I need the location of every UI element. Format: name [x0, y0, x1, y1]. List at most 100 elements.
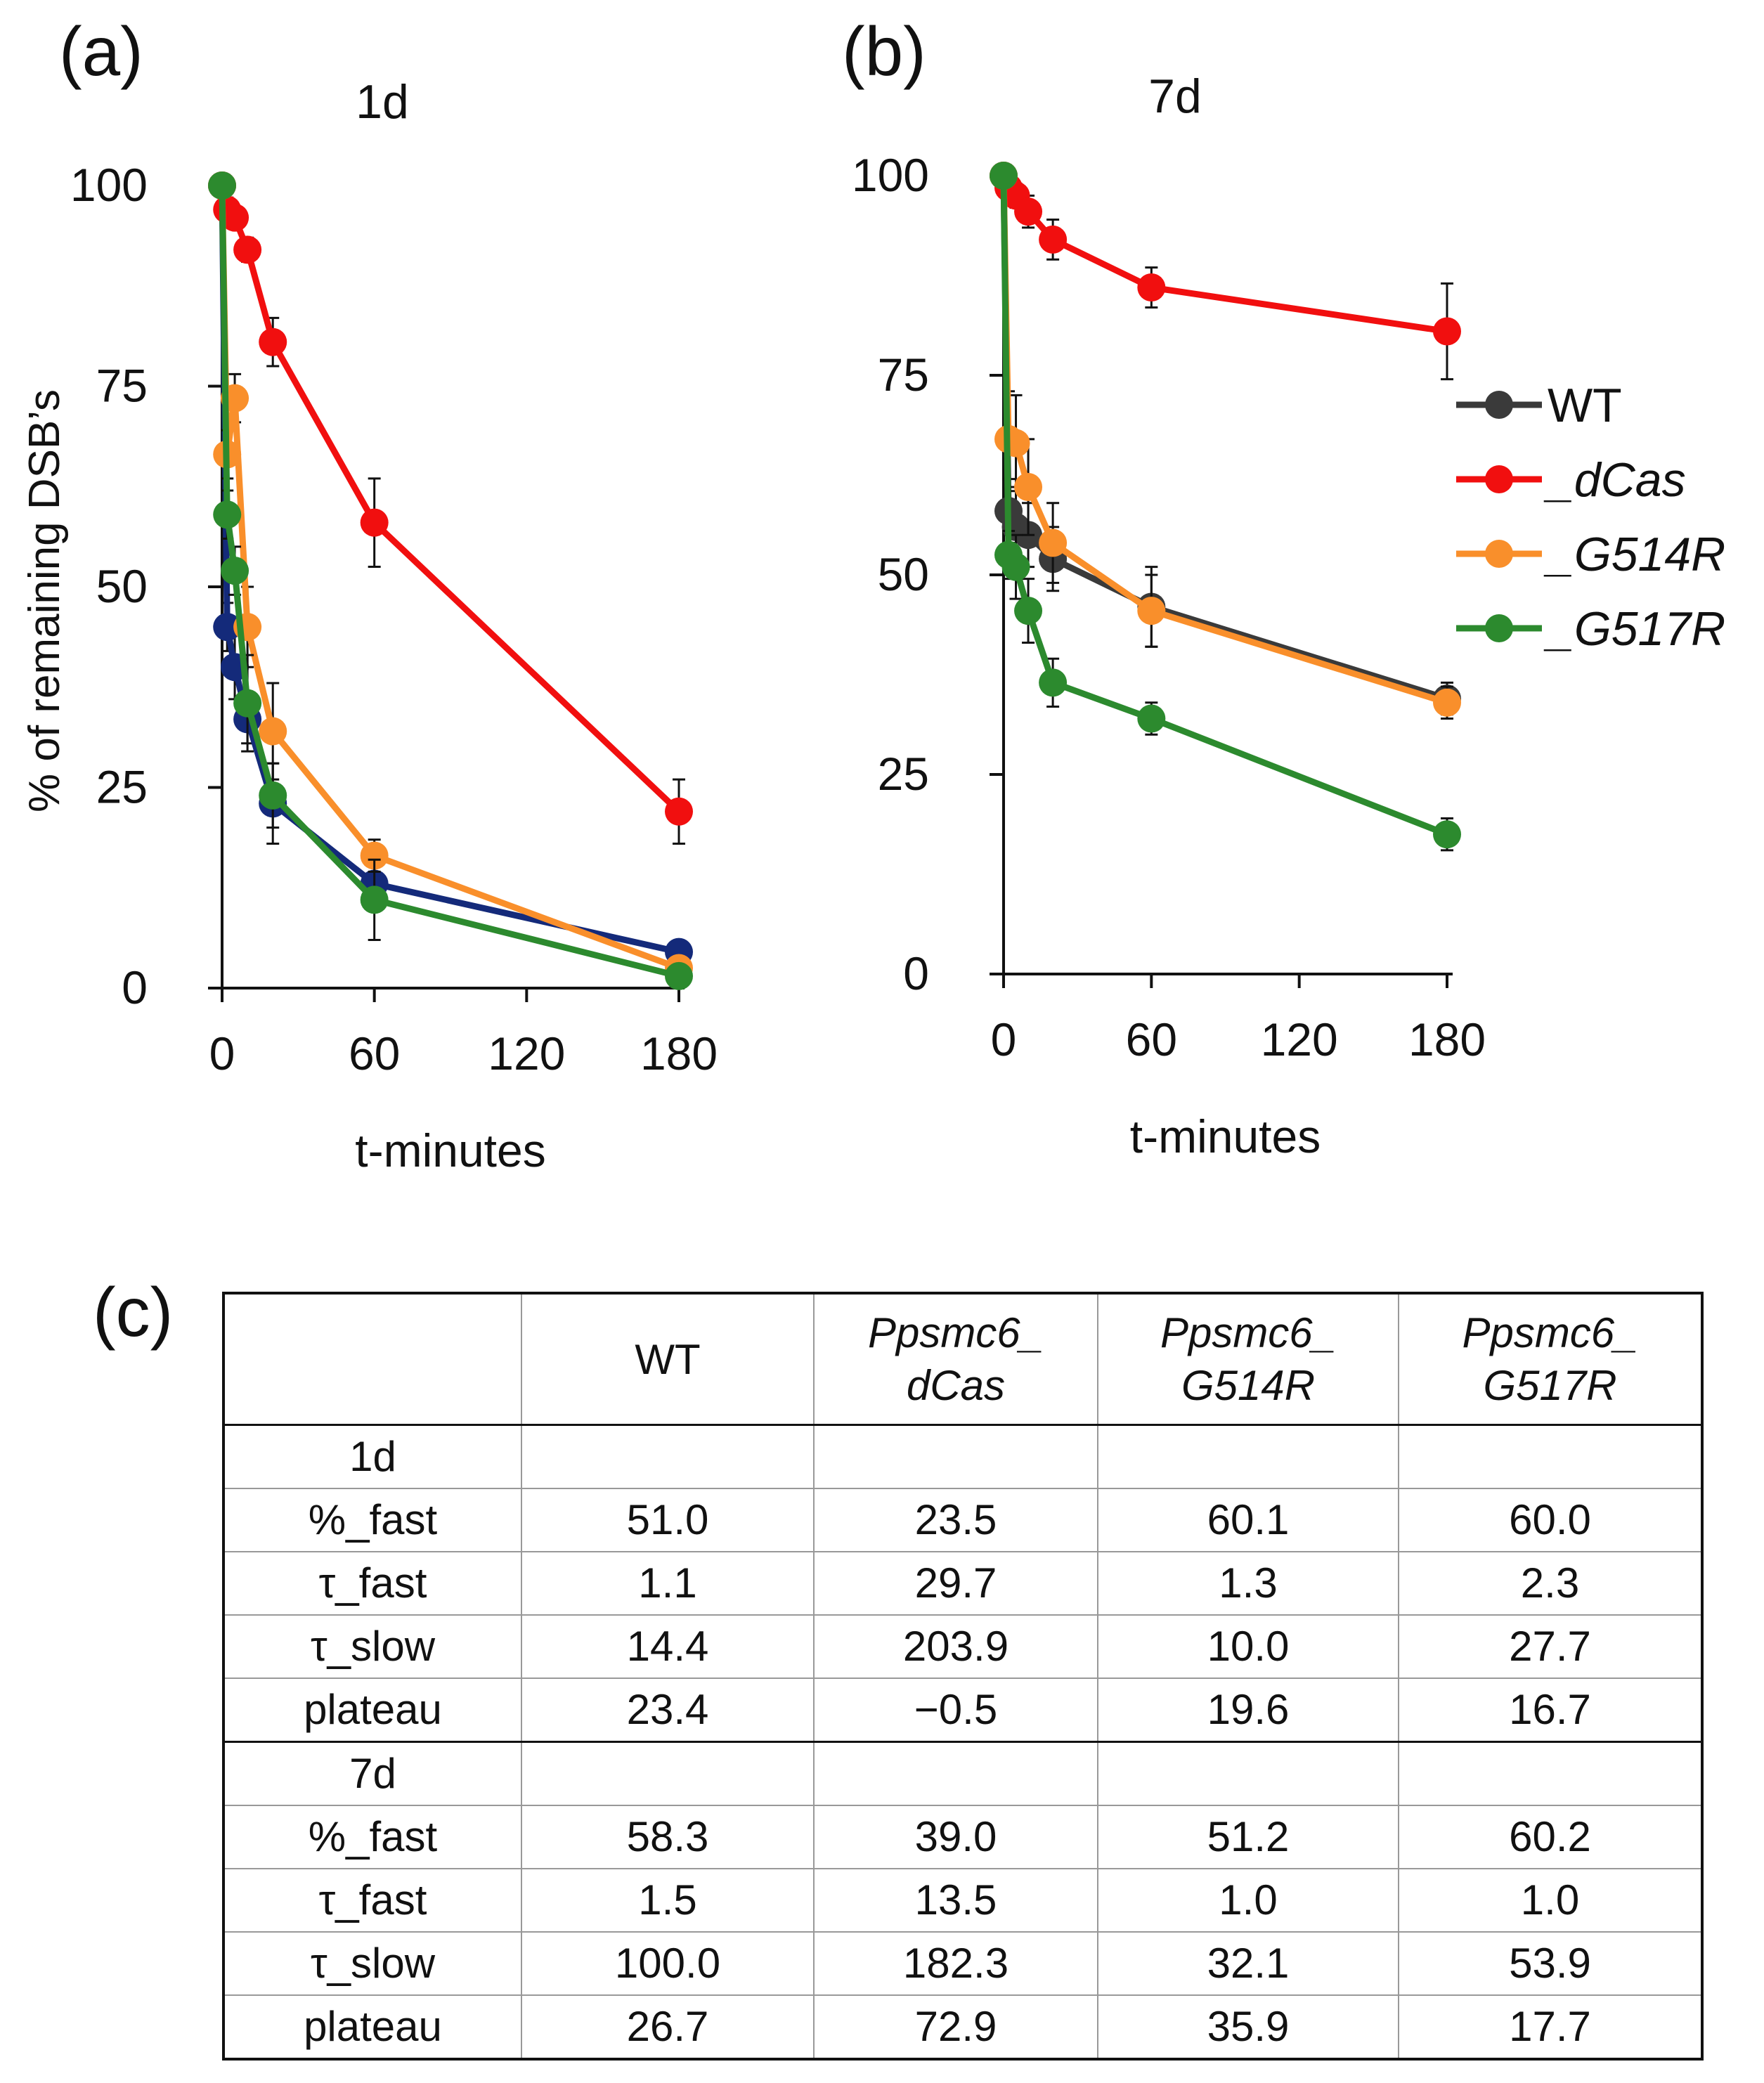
table-cell: 72.9	[813, 1994, 1098, 2060]
table-cell: 1.0	[1097, 1868, 1399, 1933]
table-cell: 27.7	[1398, 1614, 1703, 1679]
data-point-g517r	[208, 171, 236, 200]
column-header-line: G517R	[1483, 1362, 1617, 1409]
table-cell: 29.7	[813, 1551, 1098, 1616]
table-cell-empty	[1097, 1424, 1399, 1489]
section-label: 1d	[223, 1424, 522, 1489]
table-cell: 17.7	[1398, 1994, 1703, 2060]
table-cell-empty	[1097, 1741, 1399, 1806]
data-point-g517r	[1039, 668, 1068, 697]
data-point-g517r	[990, 162, 1018, 190]
table-cell: 32.1	[1097, 1931, 1399, 1996]
x-tick-label: 180	[1408, 1013, 1486, 1065]
legend-marker-g517r	[1485, 614, 1513, 642]
data-point-g517r	[1433, 820, 1461, 849]
table-cell: 2.3	[1398, 1551, 1703, 1616]
table-cell: 1.5	[521, 1868, 815, 1933]
table-cell: 53.9	[1398, 1931, 1703, 1996]
y-tick-label: 75	[878, 349, 929, 401]
series-line-wt	[219, 185, 680, 956]
series-line-g517r	[219, 185, 680, 980]
row-label: %_fast	[223, 1488, 522, 1552]
table-cell: −0.5	[813, 1678, 1098, 1743]
table-row: %_fast 58.3 39.0 51.2 60.2	[223, 1805, 1703, 1869]
data-point-g517r	[360, 885, 389, 914]
line-charts: 1d 0 25 50 75 100 0 60 120 180 t-minutes % of remai…	[20, 70, 1725, 1176]
table-cell: 58.3	[521, 1805, 815, 1869]
row-label: τ_fast	[223, 1551, 522, 1616]
data-point-wt	[213, 613, 242, 642]
table-cell: 60.1	[1097, 1488, 1399, 1552]
y-tick-label: 0	[903, 947, 929, 999]
table-cell: 100.0	[521, 1931, 815, 1996]
x-tick-label: 180	[640, 1027, 718, 1079]
column-header-g517r: Ppsmc6_ G517R	[1398, 1292, 1703, 1426]
data-point-dcas	[259, 327, 287, 356]
legend-label-wt: WT	[1548, 379, 1622, 432]
series-line-dcas	[1000, 174, 1448, 335]
row-label: τ_slow	[223, 1931, 522, 1996]
table-cell-empty	[1398, 1424, 1703, 1489]
data-point-g517r	[213, 500, 242, 529]
section-label: 7d	[223, 1741, 522, 1806]
table-cell: 35.9	[1097, 1994, 1399, 2060]
table-section-row: 7d	[223, 1741, 1703, 1806]
series-line-dcas	[219, 185, 682, 815]
row-label: %_fast	[223, 1805, 522, 1869]
column-header-line: Ppsmc6_	[867, 1309, 1044, 1356]
row-label: τ_slow	[223, 1614, 522, 1679]
column-header-line: dCas	[906, 1362, 1006, 1409]
data-point-dcas	[233, 235, 262, 264]
table-cell-empty	[1398, 1741, 1703, 1806]
data-point-g514r	[360, 841, 389, 870]
panel-label-a: (a)	[59, 13, 143, 90]
table-cell: 26.7	[521, 1994, 815, 2060]
y-tick-label: 50	[96, 560, 148, 612]
table-cell-empty	[521, 1424, 815, 1489]
kinetics-table: WT Ppsmc6_ dCas Ppsmc6_ G514R Ppsmc6_ G517R…	[222, 1292, 1704, 2061]
table-cell: 23.5	[813, 1488, 1098, 1552]
table-cell-empty	[521, 1741, 815, 1806]
table-cell: 51.2	[1097, 1805, 1399, 1869]
y-tick-label: 25	[878, 748, 929, 800]
table-cell: 10.0	[1097, 1614, 1399, 1679]
table-cell: 1.1	[521, 1551, 815, 1616]
table-row: τ_fast 1.5 13.5 1.0 1.0	[223, 1868, 1703, 1933]
table-cell-empty	[813, 1424, 1098, 1489]
data-point-g517r	[233, 689, 262, 718]
data-point-g514r	[1014, 473, 1043, 502]
table-row: plateau 23.4 −0.5 19.6 16.7	[223, 1678, 1703, 1743]
data-point-dcas	[1039, 225, 1068, 254]
legend-label-dcas: _dCas	[1543, 453, 1686, 507]
data-point-dcas	[1137, 273, 1166, 302]
table-header-row: WT Ppsmc6_ dCas Ppsmc6_ G514R Ppsmc6_ G517R	[223, 1292, 1703, 1426]
data-point-dcas	[360, 508, 389, 537]
x-tick-label: 120	[488, 1027, 565, 1079]
x-tick-label: 0	[991, 1013, 1017, 1065]
data-point-g514r	[1039, 528, 1068, 557]
column-header-g514r: Ppsmc6_ G514R	[1097, 1292, 1399, 1426]
table-cell: 203.9	[813, 1614, 1098, 1679]
row-label: τ_fast	[223, 1868, 522, 1933]
data-point-g517r	[259, 781, 287, 810]
data-point-g517r	[665, 961, 693, 990]
table-cell: 182.3	[813, 1931, 1098, 1996]
column-header-wt: WT	[521, 1292, 815, 1426]
table-cell: 60.0	[1398, 1488, 1703, 1552]
table-cell-empty	[813, 1741, 1098, 1806]
y-tick-label: 25	[96, 761, 148, 813]
x-tick-label: 0	[209, 1027, 235, 1079]
data-point-g517r	[1137, 704, 1166, 733]
x-tick-label: 60	[349, 1027, 400, 1079]
table-cell: 16.7	[1398, 1678, 1703, 1743]
table-cell: 14.4	[521, 1614, 815, 1679]
series-line-g514r	[219, 185, 680, 971]
data-point-g517r	[1014, 597, 1043, 625]
table-cell: 51.0	[521, 1488, 815, 1552]
panel-label-c: (c)	[93, 1273, 174, 1351]
table-cell: 19.6	[1097, 1678, 1399, 1743]
data-point-g514r	[1137, 597, 1166, 625]
data-point-g517r	[221, 557, 249, 585]
table-cell: 39.0	[813, 1805, 1098, 1869]
column-header-line: G514R	[1181, 1362, 1316, 1409]
